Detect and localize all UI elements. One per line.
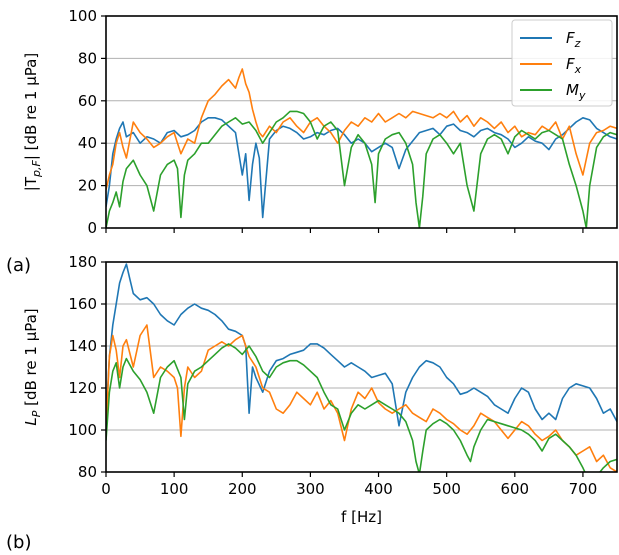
y-axis-label-rest-b: [dB re 1 µPa] [22, 308, 40, 410]
series-line-fz-b [106, 263, 617, 427]
x-tick-label-b: 0 [101, 480, 111, 498]
plot-frame-a [105, 15, 618, 229]
y-axis-label-main-a: |T [22, 176, 40, 191]
x-tick-label-b: 100 [160, 480, 189, 498]
y-axis-label-a: |Tp,F| [dB re 1 µPa] [22, 53, 43, 191]
x-tick-label-b: 400 [364, 480, 393, 498]
x-axis-label-b: f [Hz] [341, 508, 382, 526]
y-tick-label-b: 160 [68, 295, 97, 313]
series-group-b [106, 263, 617, 472]
y-axis-label-b: LP [dB re 1 µPa] [22, 308, 43, 425]
series-line-fz-a [106, 117, 617, 219]
series-group-a [106, 68, 617, 228]
series-line-fx-a [106, 68, 617, 190]
y-tick-label-a: 20 [78, 177, 97, 195]
ticks-a: 0 20 40 60 80 100 [68, 7, 584, 237]
legend-label-fz: Fz [566, 29, 581, 50]
legend-box [511, 19, 613, 107]
legend: Fz Fx My [511, 19, 613, 107]
y-tick-label-a: 80 [78, 49, 97, 67]
panel-label-a: (a) [6, 255, 31, 276]
series-line-fx-b [106, 324, 617, 472]
y-tick-label-b: 80 [78, 463, 97, 481]
y-tick-label-b: 100 [68, 421, 97, 439]
ticks-b: 80 100 120 140 160 180 0 100 200 300 400 500 600 700 [68, 253, 597, 498]
series-line-my-a [106, 110, 617, 228]
y-axis-label-rest-a: | [dB re 1 µPa] [22, 53, 40, 160]
plot-frame-b [105, 261, 618, 473]
y-axis-label-sub-b: P [30, 410, 43, 417]
x-tick-label-b: 500 [432, 480, 461, 498]
y-tick-label-a: 0 [87, 219, 97, 237]
y-tick-label-a: 40 [78, 134, 97, 152]
x-tick-label-b: 200 [228, 480, 257, 498]
grid-lines-b [106, 261, 617, 473]
x-tick-label-b: 700 [569, 480, 598, 498]
x-tick-label-b: 600 [500, 480, 529, 498]
y-axis-label-sub-a: p,F [30, 159, 43, 177]
y-tick-label-b: 120 [68, 379, 97, 397]
x-tick-label-b: 300 [296, 480, 325, 498]
legend-label-fx: Fx [566, 55, 582, 76]
y-tick-label-b: 180 [68, 253, 97, 271]
panel-a: 0 20 40 60 80 100 |Tp,F| [dB re 1 µPa] Fz Fx My [22, 7, 618, 237]
panel-label-b: (b) [6, 532, 31, 553]
y-tick-label-a: 100 [68, 7, 97, 25]
y-tick-label-a: 60 [78, 92, 97, 110]
legend-label-my: My [566, 81, 586, 102]
y-tick-label-b: 140 [68, 337, 97, 355]
series-line-my-b [106, 343, 617, 472]
y-axis-label-main-b: L [22, 417, 40, 425]
